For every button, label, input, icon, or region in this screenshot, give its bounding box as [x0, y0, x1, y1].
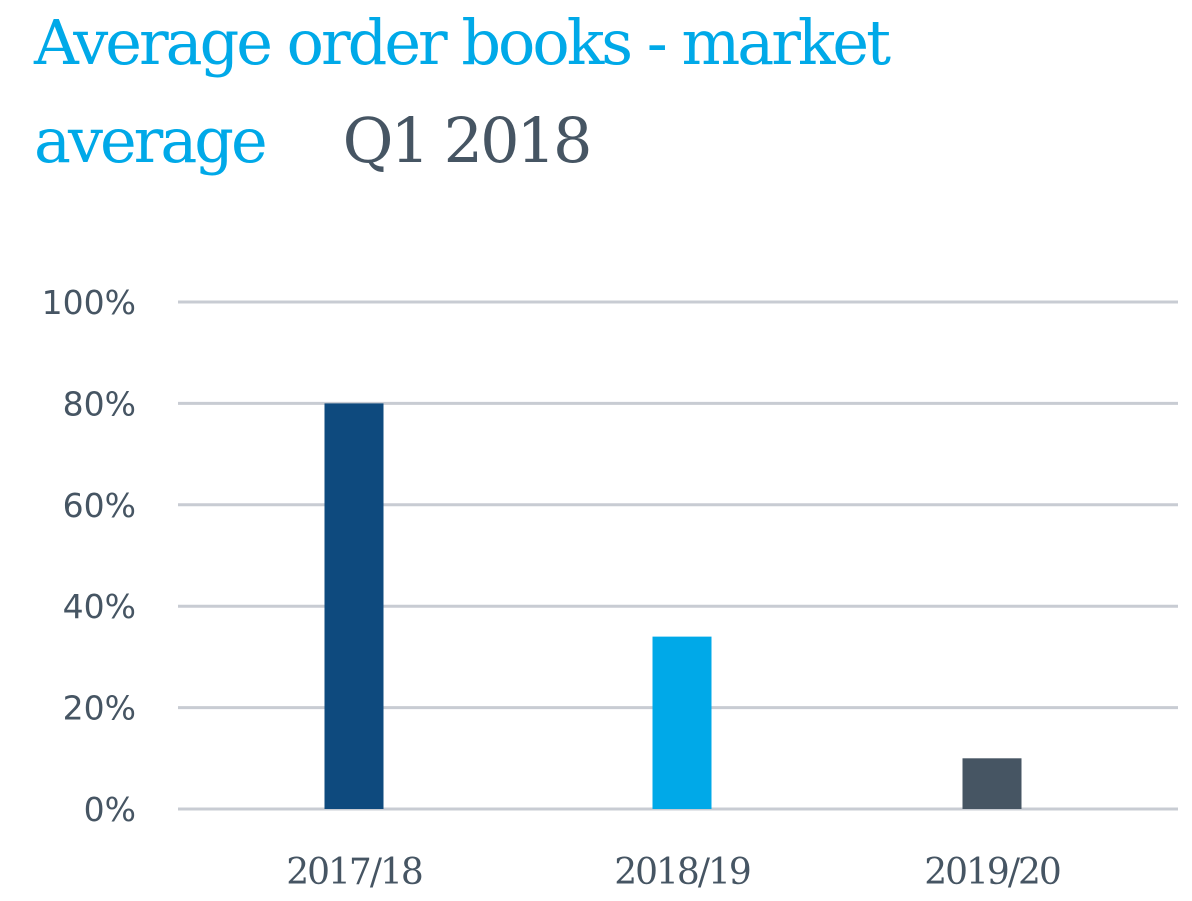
y-tick-label: 20%: [63, 689, 136, 728]
bar-2018-19: [652, 636, 712, 809]
chart-title-main: Average order books - market average: [34, 6, 891, 177]
chart-title: Average order books - market average Q1 2…: [34, 0, 1184, 190]
x-tick-label: 2019/20: [924, 852, 1060, 893]
x-tick-label: 2017/18: [286, 852, 422, 893]
y-tick-label: 60%: [63, 486, 136, 525]
x-tick-label: 2018/19: [614, 852, 750, 893]
bars: [324, 403, 1022, 809]
y-axis-ticks: 0% 20% 40% 60% 80% 100%: [42, 283, 136, 829]
y-tick-label: 80%: [63, 384, 136, 423]
bar-2017-18: [324, 403, 384, 809]
bar-2019-20: [962, 758, 1022, 809]
x-axis-ticks: 2017/18 2018/19 2019/20: [286, 852, 1062, 893]
chart-title-period: Q1 2018: [342, 104, 593, 177]
y-tick-label: 40%: [63, 587, 136, 626]
y-tick-label: 100%: [42, 283, 136, 322]
y-tick-label: 0%: [84, 790, 136, 829]
